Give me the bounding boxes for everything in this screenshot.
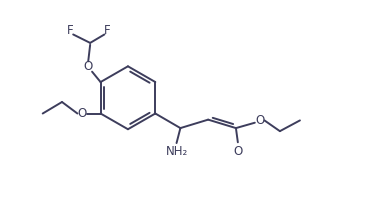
Text: O: O <box>255 114 264 127</box>
Text: F: F <box>67 24 74 37</box>
Text: O: O <box>84 60 93 73</box>
Text: O: O <box>77 107 87 120</box>
Text: F: F <box>104 24 111 37</box>
Text: O: O <box>233 145 243 158</box>
Text: NH₂: NH₂ <box>165 145 188 158</box>
